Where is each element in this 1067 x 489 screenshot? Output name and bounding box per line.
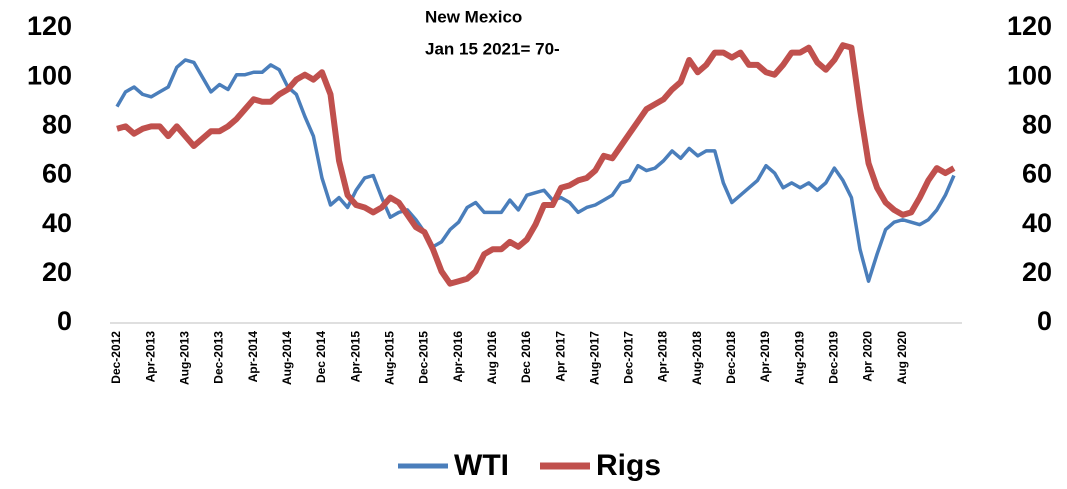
y2-tick-label: 40 [1022, 208, 1052, 238]
y-tick-label: 60 [42, 159, 72, 189]
x-tick-label: Dec-2013 [212, 331, 226, 384]
x-tick-label: Apr 2017 [553, 331, 567, 382]
x-tick-label: Aug-2013 [177, 331, 191, 385]
y2-tick-label: 80 [1022, 109, 1052, 139]
y-tick-label: 120 [27, 11, 72, 41]
y-tick-label: 40 [42, 208, 72, 238]
x-tick-label: Dec-2019 [827, 331, 841, 384]
x-tick-label: Dec-2017 [622, 331, 636, 384]
x-tick-label: Apr-2019 [758, 331, 772, 383]
series-line [115, 58, 956, 283]
x-tick-label: Aug-2014 [280, 331, 294, 385]
y-tick-label: 80 [42, 109, 72, 139]
y-tick-label: 20 [42, 257, 72, 287]
x-tick-label: Apr-2013 [143, 331, 157, 383]
x-tick-label: Dec-2015 [417, 331, 431, 384]
x-tick-label: Aug 2020 [895, 331, 909, 385]
x-tick-label: Apr 2020 [861, 331, 875, 382]
legend-label: Rigs [596, 449, 661, 482]
chart-title: New Mexico [425, 7, 522, 26]
x-tick-label: Dec-2012 [109, 331, 123, 384]
y2-tick-label: 20 [1022, 257, 1052, 287]
x-tick-label: Aug-2019 [792, 331, 806, 385]
x-tick-label: Aug 2016 [485, 331, 499, 385]
y2-tick-label: 0 [1037, 306, 1052, 336]
y2-tick-label: 120 [1007, 11, 1052, 41]
x-tick-label: Dec 2014 [314, 331, 328, 383]
y2-tick-label: 60 [1022, 159, 1052, 189]
y-tick-label: 100 [27, 60, 72, 90]
y-tick-label: 0 [57, 306, 72, 336]
x-tick-label: Apr-2016 [451, 331, 465, 383]
series-line [116, 42, 956, 287]
chart-subtitle: Jan 15 2021= 70- [425, 39, 560, 58]
x-tick-label: Apr-2015 [348, 331, 362, 383]
x-tick-label: Dec 2016 [519, 331, 533, 383]
x-tick-label: Dec-2018 [724, 331, 738, 384]
x-tick-label: Apr-2014 [246, 331, 260, 383]
x-tick-label: Aug-2015 [382, 331, 396, 385]
x-tick-label: Aug-2018 [690, 331, 704, 385]
x-tick-label: Aug-2017 [587, 331, 601, 385]
x-tick-label: Apr-2018 [656, 331, 670, 383]
y2-tick-label: 100 [1007, 60, 1052, 90]
legend-label: WTI [454, 449, 509, 482]
